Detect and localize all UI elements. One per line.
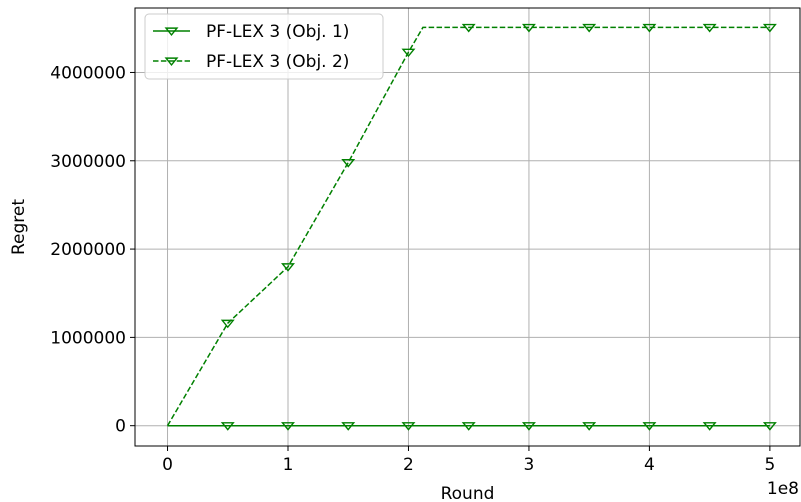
- y-tick-label: 2000000: [50, 240, 126, 260]
- data-point-marker: [582, 23, 597, 33]
- data-point-marker: [401, 422, 416, 431]
- x-tick-label: 2: [403, 455, 414, 475]
- x-axis-label: Round: [441, 484, 495, 502]
- data-point-marker: [401, 48, 416, 58]
- data-point-marker: [461, 23, 476, 33]
- data-point-marker: [220, 319, 235, 329]
- legend-marker: [164, 57, 179, 67]
- series-line: [166, 26, 770, 427]
- x-tick-label: 1: [283, 455, 294, 475]
- legend-box: [144, 13, 384, 80]
- data-point-marker: [341, 158, 356, 168]
- y-tick-label: 0: [115, 417, 126, 437]
- series-2: [166, 23, 777, 427]
- x-tick-label: 5: [764, 455, 775, 475]
- x-tick-label: 0: [162, 455, 173, 475]
- data-point-marker: [281, 422, 295, 431]
- x-offset-label: 1e8: [767, 479, 799, 499]
- x-tick-label: 4: [644, 455, 655, 475]
- data-point-marker: [762, 23, 777, 33]
- legend: PF-LEX 3 (Obj. 1) PF-LEX 3 (Obj. 2): [144, 13, 384, 80]
- legend-label: PF-LEX 3 (Obj. 2): [206, 52, 349, 72]
- data-point-marker: [762, 422, 777, 431]
- data-point-marker: [521, 23, 536, 33]
- data-point-marker: [461, 422, 476, 431]
- data-point-marker: [220, 422, 235, 431]
- data-point-marker: [341, 422, 356, 431]
- y-tick-label: 1000000: [50, 328, 126, 348]
- y-tick-label: 3000000: [50, 152, 126, 172]
- data-point-marker: [582, 422, 597, 431]
- x-axis: 0 1 2 3 4 5: [162, 446, 775, 475]
- y-axis: 0 1000000 2000000 3000000 4000000: [50, 63, 135, 437]
- y-axis-label: Regret: [9, 199, 29, 255]
- data-point-marker: [642, 422, 657, 431]
- legend-label: PF-LEX 3 (Obj. 1): [206, 22, 349, 42]
- plot-frame: [134, 7, 801, 447]
- x-tick-label: 3: [524, 455, 535, 475]
- data-point-marker: [281, 263, 295, 272]
- data-point-marker: [521, 422, 536, 431]
- data-point-marker: [702, 23, 717, 33]
- y-tick-label: 4000000: [50, 63, 126, 83]
- legend-marker: [164, 27, 179, 37]
- data-point-marker: [642, 23, 657, 33]
- series-1: [167, 422, 777, 431]
- data-point-marker: [702, 422, 717, 431]
- series-layer: [166, 23, 777, 431]
